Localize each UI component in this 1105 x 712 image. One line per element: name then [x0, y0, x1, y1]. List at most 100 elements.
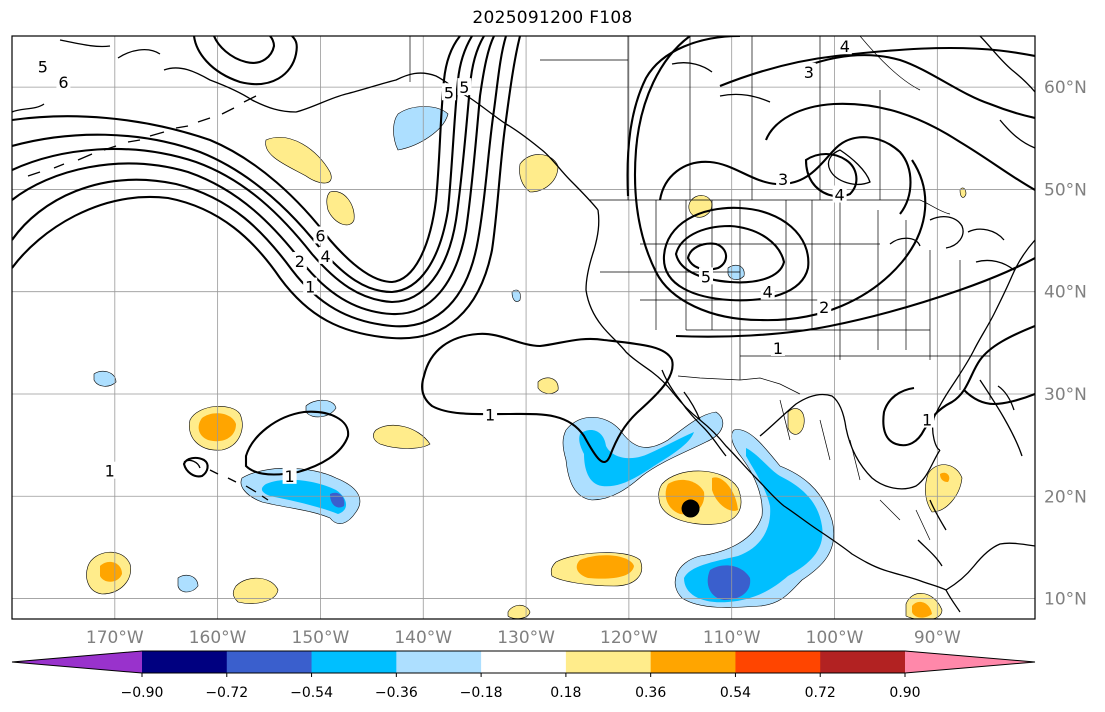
political-borders	[409, 36, 991, 541]
contour-label-bg	[102, 461, 117, 479]
contour-line	[213, 36, 276, 64]
contour-value-label: 1	[773, 339, 783, 358]
contour-line	[421, 332, 674, 463]
shade-yellow	[507, 604, 531, 619]
contour-line	[12, 36, 495, 316]
hudson-bay	[979, 36, 1035, 149]
shade-yellow	[537, 377, 559, 394]
shade-orange	[100, 561, 122, 582]
colorbar-tick-label: −0.54	[290, 685, 333, 701]
colorbar-segment	[226, 651, 313, 673]
contour-line	[686, 242, 728, 271]
colorbar-segment	[735, 651, 821, 673]
lon-tick-label: 110°W	[703, 628, 761, 648]
mexico-state-lines	[779, 399, 931, 541]
contour-line	[192, 36, 298, 86]
colorbar-tick-label: −0.36	[375, 685, 418, 701]
contour-line	[963, 389, 1035, 406]
contour-value-label: 1	[922, 411, 932, 430]
contour-label-bg	[760, 282, 775, 300]
contour-label-bg	[832, 185, 847, 203]
colorbar-segment	[311, 651, 397, 673]
canada-province-lines	[540, 36, 921, 200]
contour-label-bg	[698, 267, 713, 285]
contour-value-label: 5	[701, 267, 711, 286]
shade-yellow	[787, 408, 805, 435]
shade-blue	[684, 448, 823, 603]
west-coast	[585, 209, 947, 591]
contour-line	[12, 36, 508, 328]
contour-label-bg	[920, 410, 935, 428]
colorbar-tick-label: 0.36	[635, 685, 666, 701]
lon-tick-label: 160°W	[189, 628, 247, 648]
contour-line	[633, 36, 927, 322]
lon-tick-label: 150°W	[292, 628, 350, 648]
shade-lightblue	[727, 264, 745, 280]
canada-arctic	[671, 62, 871, 185]
contour-label-bg	[837, 37, 852, 55]
colorbar-segment	[820, 651, 906, 673]
anomaly-shading	[86, 106, 967, 619]
contour-value-label: 2	[819, 298, 829, 317]
shade-yellow	[373, 424, 431, 449]
shade-orange	[912, 601, 932, 618]
us-mexico-border	[677, 375, 801, 395]
contour-label-bg	[483, 405, 498, 423]
contour-label-bg	[776, 170, 791, 188]
shade-lightblue	[177, 574, 199, 593]
contour-label-bg	[770, 338, 785, 356]
contour-value-label: 1	[305, 278, 315, 297]
contour-value-label: 1	[285, 467, 295, 486]
contour-line	[626, 36, 741, 197]
contour-line	[12, 36, 522, 340]
lon-tick-label: 120°W	[600, 628, 658, 648]
lon-tick-label: 140°W	[394, 628, 452, 648]
shade-yellow	[959, 187, 967, 198]
alaska-coast	[12, 39, 599, 211]
colorbar-segment	[396, 651, 482, 673]
contour-line	[662, 206, 810, 302]
colorbar-tick-label: 0.18	[550, 685, 581, 701]
contour-line	[804, 152, 858, 198]
contour-label-bg	[801, 62, 816, 80]
colorbar-segment	[481, 651, 567, 673]
shade-deepblue	[707, 565, 751, 600]
map-title: 2025091200 F108	[472, 8, 633, 28]
contour-value-label: 1	[485, 405, 495, 424]
colorbar-segment	[565, 651, 652, 673]
longitude-labels: 170°W 160°W 150°W 140°W 130°W 120°W 110°W 100°W…	[86, 628, 961, 648]
lat-tick-label: 30°N	[1044, 385, 1087, 405]
latitude-labels: 60°N 50°N 40°N 30°N 20°N 10°N	[1044, 78, 1087, 609]
shade-lightblue	[93, 370, 117, 387]
shade-yellow	[519, 154, 559, 193]
shade-yellow	[925, 464, 963, 513]
lon-tick-label: 100°W	[806, 628, 864, 648]
colorbar-tick-label: −0.72	[205, 685, 248, 701]
contour-label-bg	[313, 226, 328, 244]
lon-tick-label: 90°W	[914, 628, 961, 648]
great-lakes	[889, 215, 1015, 271]
contour-value-label: 5	[444, 83, 454, 102]
contour-value-label: 4	[763, 283, 773, 302]
gulf-coast	[759, 393, 1035, 591]
shade-lightblue	[511, 289, 521, 302]
shade-yellow	[326, 191, 355, 226]
contour-value-label: 3	[778, 170, 788, 189]
contour-line	[244, 410, 350, 476]
shade-yellow	[265, 137, 332, 184]
contour-label-bg	[35, 57, 50, 75]
shade-blue	[579, 430, 694, 487]
colorbar-tick-label: −0.18	[460, 685, 503, 701]
contour-value-label: 5	[38, 58, 48, 77]
lat-tick-label: 60°N	[1044, 78, 1087, 98]
storm-center-marker	[681, 499, 700, 518]
contour-label-bg	[318, 246, 333, 264]
contour-line	[658, 136, 912, 215]
colorbar-tick-label: 0.72	[805, 685, 836, 701]
shade-blue	[261, 479, 347, 514]
coastlines	[12, 36, 1035, 613]
contour-line	[675, 257, 1035, 338]
contour-line	[765, 102, 1035, 191]
